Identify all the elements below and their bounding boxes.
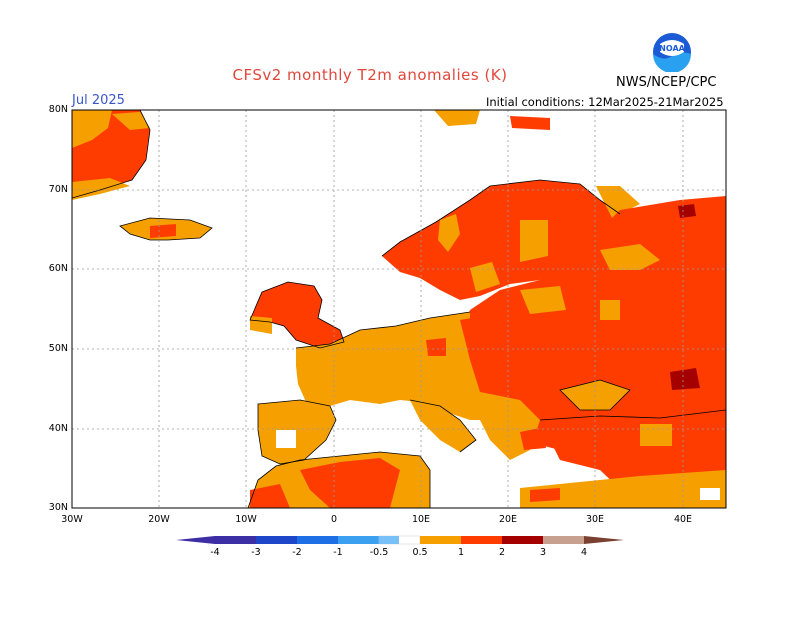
lat-label-50n: 50N [48, 343, 68, 354]
colorbar-right-arrow [584, 536, 624, 544]
lon-label-20e: 20E [498, 514, 518, 525]
lat-label-40n: 40N [48, 423, 68, 434]
lon-label-30e: 30E [585, 514, 605, 525]
lat-label-80n: 80N [48, 104, 68, 115]
colorbar-label: -0.5 [369, 547, 389, 558]
colorbar-label: 0.5 [412, 547, 428, 558]
logo-text: NOAA [659, 44, 685, 53]
lon-label-10e: 10E [411, 514, 431, 525]
colorbar-label: 3 [539, 547, 547, 558]
lat-label-70n: 70N [48, 184, 68, 195]
colorbar-label: -1 [333, 547, 343, 558]
lat-label-30n: 30N [48, 502, 68, 513]
anomaly-fields [72, 110, 726, 508]
colorbar [176, 535, 624, 545]
colorbar-label: -3 [251, 547, 261, 558]
colorbar-label: 1 [457, 547, 465, 558]
lon-label-20w: 20W [148, 514, 170, 525]
coastlines [72, 110, 726, 508]
graticule [72, 110, 726, 508]
colorbar-left-arrow [176, 536, 215, 544]
lon-label-10w: 10W [235, 514, 257, 525]
lon-label-0: 0 [330, 514, 338, 525]
noaa-logo: NOAA [653, 33, 691, 72]
colorbar-label: -4 [210, 547, 220, 558]
map-frame [71, 109, 727, 509]
valid-month: Jul 2025 [72, 93, 125, 108]
chart-title: CFSv2 monthly T2m anomalies (K) [232, 66, 508, 84]
colorbar-label: -2 [292, 547, 302, 558]
initial-conditions: Initial conditions: 12Mar2025-21Mar2025 [486, 95, 724, 109]
lon-label-40e: 40E [673, 514, 693, 525]
agency-label: NWS/NCEP/CPC [616, 75, 717, 90]
lon-label-30w: 30W [61, 514, 83, 525]
lat-label-60n: 60N [48, 263, 68, 274]
colorbar-label: 2 [498, 547, 506, 558]
colorbar-label: 4 [580, 547, 588, 558]
